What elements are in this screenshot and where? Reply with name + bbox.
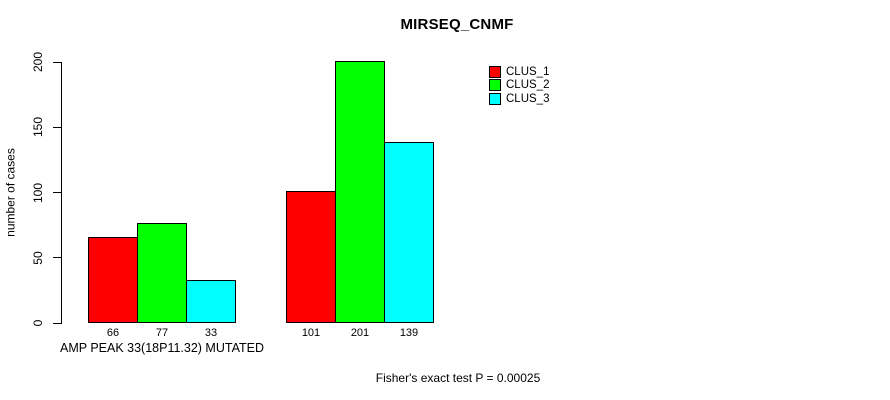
y-tick-label: 150: [31, 117, 45, 138]
bar-value-label: 201: [350, 327, 370, 339]
legend-item-clus_2: CLUS_2: [489, 79, 550, 92]
bar-value-label: 66: [106, 327, 120, 339]
y-tick: [53, 257, 61, 259]
y-tick: [53, 126, 61, 128]
legend-item-clus_3: CLUS_3: [489, 92, 550, 105]
y-tick-label: 200: [31, 51, 45, 73]
y-axis-line: [61, 62, 62, 324]
bar-clus_3-group2: [384, 141, 434, 323]
bar-clus_3-group1: [186, 279, 236, 323]
bar-value-label: 33: [204, 327, 218, 339]
legend-swatch-icon: [489, 66, 501, 78]
category-label-group1: AMP PEAK 33(18P11.32) MUTATED: [59, 341, 264, 355]
bar-clus_2-group1: [137, 222, 187, 323]
bar-clus_2-group2: [335, 60, 385, 323]
y-tick: [53, 192, 61, 193]
chart-title: MIRSEQ_CNMF: [400, 16, 514, 33]
legend-swatch-icon: [489, 92, 501, 105]
bar-value-label: 77: [155, 327, 169, 339]
bar-value-label: 101: [301, 327, 321, 339]
bar-clus_1-group2: [286, 191, 336, 323]
legend-label: CLUS_3: [506, 92, 550, 105]
y-tick-label: 50: [31, 251, 45, 265]
y-axis-label: number of cases: [3, 148, 18, 237]
legend-label: CLUS_2: [506, 79, 550, 92]
legend-label: CLUS_1: [506, 66, 550, 78]
y-tick: [53, 322, 61, 324]
fisher-test-annotation: Fisher's exact test P = 0.00025: [375, 371, 541, 385]
bar-clus_1-group1: [88, 236, 138, 323]
legend-item-clus_1: CLUS_1: [489, 66, 549, 78]
y-tick: [53, 61, 61, 63]
legend-swatch-icon: [489, 79, 501, 92]
legend: CLUS_1 CLUS_2 CLUS_3: [489, 66, 549, 106]
y-tick-label: 100: [31, 182, 45, 203]
bar-value-label: 139: [399, 327, 419, 339]
